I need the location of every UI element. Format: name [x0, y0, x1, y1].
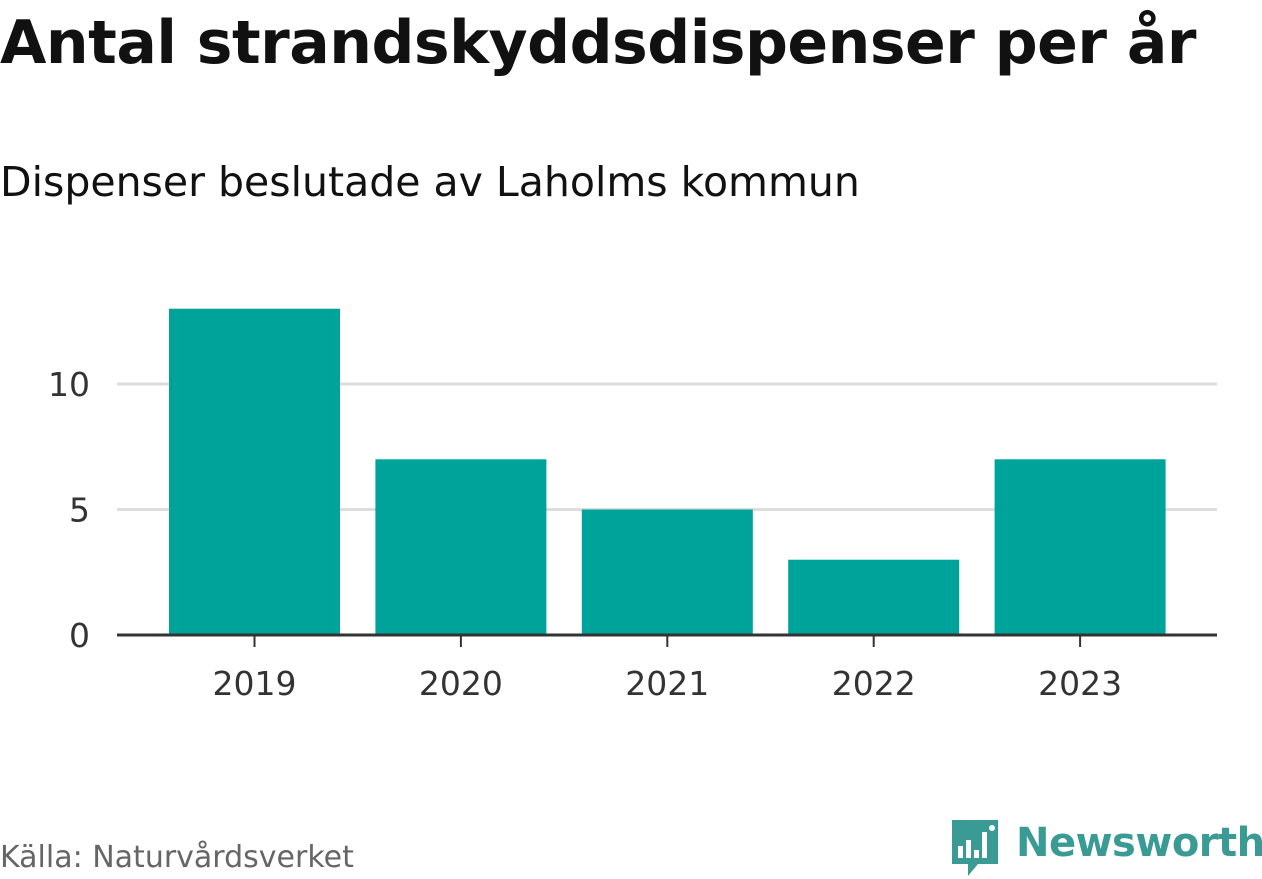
bar-chart-speech-bubble-icon: [952, 820, 998, 876]
x-tick-label-2021: 2021: [625, 664, 709, 703]
x-tick-label-2023: 2023: [1038, 664, 1122, 703]
brand-logo: Newsworthy: [950, 818, 1262, 878]
chart-subtitle: Dispenser beslutade av Laholms kommun: [0, 158, 860, 206]
bar-chart: 0 5 10 2019 2020 2021 2022 2023: [48, 308, 1217, 703]
x-tick-label-2020: 2020: [419, 664, 503, 703]
y-tick-label-0: 0: [69, 616, 90, 655]
y-tick-label-5: 5: [69, 491, 90, 530]
source-note: Källa: Naturvårdsverket: [0, 840, 354, 875]
bar-2020: [375, 459, 547, 635]
bar-2021: [581, 509, 753, 635]
brand-name: Newsworthy: [1016, 820, 1262, 866]
bar-2019: [169, 308, 340, 635]
chart-title: Antal strandskyddsdispenser per år: [0, 8, 1196, 78]
x-tick-label-2022: 2022: [832, 664, 916, 703]
y-tick-label-10: 10: [48, 365, 90, 404]
x-tick-label-2019: 2019: [213, 664, 297, 703]
bar-2022: [788, 559, 960, 635]
bar-2023: [994, 459, 1166, 635]
